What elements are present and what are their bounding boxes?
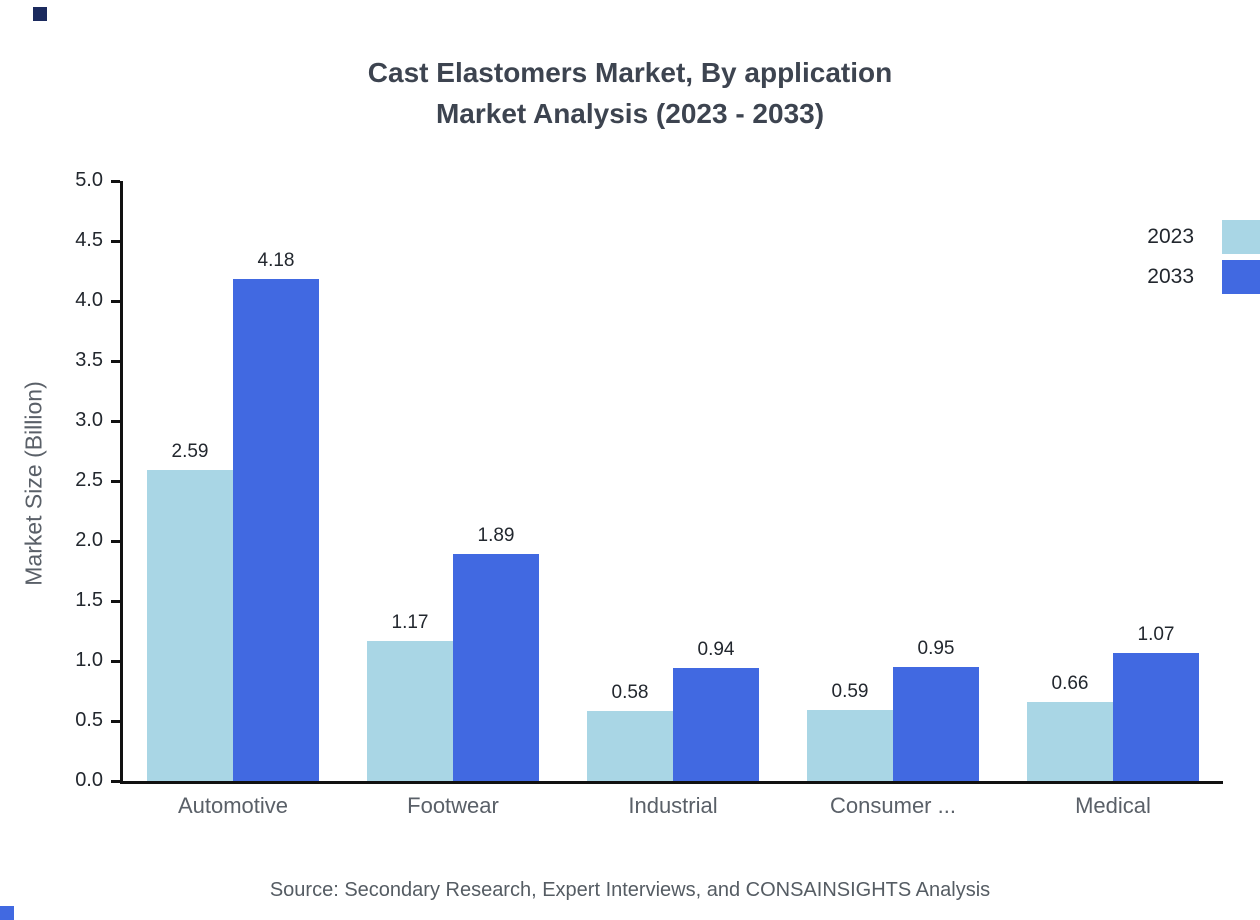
y-tick-mark <box>111 719 120 723</box>
y-tick-label: 3.5 <box>75 349 103 371</box>
y-tick-label: 0.0 <box>75 769 103 791</box>
y-tick-label: 5.0 <box>75 169 103 191</box>
y-tick-label: 1.0 <box>75 649 103 671</box>
category-label: Footwear <box>407 793 499 818</box>
y-tick-label: 4.5 <box>75 229 103 251</box>
bar-value-label: 1.07 <box>1137 623 1175 645</box>
bar-value-label: 1.17 <box>391 611 429 633</box>
category-label: Consumer ... <box>830 793 956 818</box>
y-tick-label: 3.0 <box>75 409 103 431</box>
y-axis-label: Market Size (Billion) <box>20 381 47 586</box>
bar-2033-Consumer <box>893 667 979 781</box>
legend-label: 2033 <box>1147 265 1194 288</box>
legend-label: 2023 <box>1147 225 1194 248</box>
source-note: Source: Secondary Research, Expert Inter… <box>269 879 991 901</box>
bar-value-label: 2.59 <box>171 441 209 463</box>
y-tick-label: 1.5 <box>75 589 103 611</box>
bar-value-label: 0.59 <box>831 681 869 703</box>
bar-2023-Consumer <box>807 710 893 781</box>
chart-title-line2: Market Analysis (2023 - 2033) <box>435 98 825 129</box>
y-tick-label: 0.5 <box>75 709 103 731</box>
bar-2023-Industrial <box>587 711 673 781</box>
bar-value-label: 0.95 <box>917 638 955 659</box>
chart-title-line1: Cast Elastomers Market, By application <box>367 57 893 88</box>
y-tick-mark <box>111 359 120 363</box>
chart-title: Cast Elastomers Market, By application M… <box>0 52 1260 134</box>
bar-value-label: 4.18 <box>257 250 295 272</box>
y-tick-label: 2.5 <box>75 469 103 491</box>
legend-item-2023: 2023 <box>1147 219 1260 255</box>
y-tick-mark <box>111 479 120 483</box>
y-tick-label: 4.0 <box>75 289 103 311</box>
y-tick-mark <box>111 419 120 423</box>
corner-mark-top <box>33 7 47 21</box>
category-label: Medical <box>1075 793 1151 818</box>
bar-2023-Automotive <box>147 470 233 781</box>
bar-value-label: 0.94 <box>697 639 735 661</box>
bar-2033-Medical <box>1113 652 1199 781</box>
y-tick-mark <box>111 299 120 303</box>
y-tick-mark <box>111 239 120 243</box>
category-label: Industrial <box>628 793 718 818</box>
bar-2023-Medical <box>1027 701 1113 781</box>
y-tick-mark <box>111 539 120 543</box>
legend-item-2033: 2033 <box>1147 259 1260 295</box>
category-label: Automotive <box>177 793 289 818</box>
bar-value-label: 0.58 <box>611 682 649 704</box>
legend: 2023 2033 <box>1147 219 1260 299</box>
legend-swatch <box>1222 260 1260 294</box>
y-tick-mark <box>111 779 120 783</box>
bar-value-label: 0.66 <box>1051 672 1089 694</box>
y-tick-mark <box>111 599 120 603</box>
bar-value-label: 1.89 <box>477 525 515 547</box>
y-tick-mark <box>111 179 120 183</box>
legend-swatch <box>1222 220 1260 254</box>
bar-2033-Automotive <box>233 279 319 781</box>
y-tick-mark <box>111 659 120 663</box>
plot-area: 0.0 0.5 1.0 1.5 2.0 2.5 3.0 3.5 4.0 4.5 5.0 Automot… <box>75 169 1223 818</box>
bar-2023-Footwear <box>367 640 453 781</box>
bar-2033-Industrial <box>673 668 759 781</box>
bar-2033-Footwear <box>453 554 539 781</box>
corner-mark-bottom <box>0 906 14 920</box>
y-tick-label: 2.0 <box>75 529 103 551</box>
